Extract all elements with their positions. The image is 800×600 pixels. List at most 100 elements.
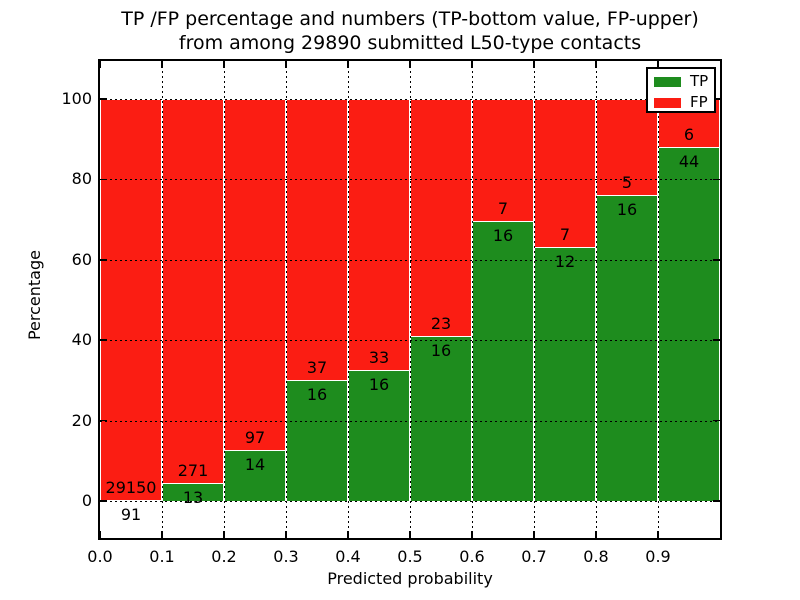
gridline-horizontal [100, 99, 720, 100]
x-tick-label: 0.4 [335, 547, 361, 566]
y-tick-right [713, 178, 720, 181]
x-tick-label: 0.9 [645, 547, 671, 566]
plot-area: 29150 91 271 13 97 14 37 16 33 16 23 16 7 16 7 12 5 16 6 44 [100, 61, 720, 540]
bar-segment-fp [472, 99, 534, 222]
y-tick-label: 80 [71, 169, 92, 189]
y-tick-left [100, 500, 107, 502]
chart-title-line1: TP /FP percentage and numbers (TP-bottom… [121, 8, 699, 30]
bar-count-label-fp: 29150 [105, 477, 157, 497]
gridline-vertical [409, 61, 411, 540]
bar-segment-fp [100, 99, 162, 500]
gridline-vertical [533, 61, 535, 540]
gridline-horizontal [100, 179, 720, 181]
bar-count-label-fp: 6 [683, 125, 695, 145]
bar-segment-fp [224, 99, 286, 451]
y-tick-right [713, 98, 720, 100]
bar-count-label-fp: 37 [306, 357, 328, 377]
x-tick-label: 0.3 [273, 547, 299, 566]
y-tick-label: 60 [71, 249, 92, 269]
bar-count-label-fp: 7 [559, 225, 571, 245]
bar-count-label-tp: 16 [368, 374, 390, 394]
legend-swatch-fp [654, 97, 681, 108]
bar-segment-tp [534, 247, 596, 501]
x-tick-label: 0.5 [397, 547, 423, 566]
x-tick-label: 0.8 [583, 547, 609, 566]
gridline-horizontal [100, 420, 720, 422]
y-tick-left [100, 259, 107, 261]
x-tick-bottom [471, 531, 473, 538]
bar-count-label-fp: 23 [430, 314, 452, 334]
bar-segment-tp [596, 194, 658, 501]
y-tick-left [100, 98, 107, 100]
bar-segment-tp [224, 450, 286, 501]
y-tick-right [713, 339, 720, 341]
y-tick-label: 100 [61, 89, 92, 108]
x-tick-label: 0.2 [211, 547, 237, 566]
bottom-spine [98, 538, 722, 540]
bar-count-label-fp: 5 [621, 172, 633, 192]
y-tick-left [100, 339, 107, 341]
x-tick-label: 0.0 [87, 547, 113, 566]
right-spine [720, 59, 722, 540]
gridline-vertical [347, 61, 349, 540]
y-axis-label: Percentage [25, 250, 44, 341]
gridline-vertical [285, 61, 287, 540]
x-tick-top [657, 61, 659, 68]
bar-count-label-tp: 14 [244, 455, 266, 475]
left-spine [98, 59, 100, 540]
y-tick-label: 0 [81, 491, 92, 510]
bar-count-label-fp: 97 [244, 428, 266, 448]
gridline-horizontal [100, 259, 720, 261]
x-tick-top [223, 61, 225, 68]
x-tick-top [99, 61, 101, 68]
gridline-horizontal [100, 501, 720, 502]
x-tick-bottom [161, 531, 163, 538]
legend-swatch-tp [654, 76, 681, 87]
x-tick-bottom [99, 531, 101, 538]
legend-label-tp: TP [690, 72, 709, 90]
y-tick-right [713, 259, 720, 261]
gridline-horizontal [100, 340, 720, 342]
gridline-vertical [471, 61, 473, 540]
bar-count-label-fp: 33 [368, 347, 390, 367]
bar-count-label-fp: 271 [177, 460, 209, 480]
top-spine [98, 59, 722, 61]
gridline-vertical [223, 61, 225, 540]
bar-count-label-tp: 13 [182, 487, 204, 507]
bar-segment-tp [410, 336, 472, 501]
bar-count-label-tp: 16 [306, 384, 328, 404]
x-tick-top [595, 61, 597, 68]
y-tick-label: 20 [71, 410, 92, 430]
x-tick-top [533, 61, 535, 68]
legend-row-tp: TP [648, 69, 714, 90]
bar-count-label-tp: 12 [554, 252, 576, 272]
bar-segment-fp [286, 99, 348, 380]
bar-count-label-tp: 91 [120, 504, 142, 524]
bar-segment-fp [162, 99, 224, 483]
x-tick-bottom [533, 531, 535, 538]
gridline-vertical [595, 61, 597, 540]
x-tick-bottom [409, 531, 411, 538]
x-tick-bottom [223, 531, 225, 538]
bar-segment-tp [658, 147, 720, 501]
legend-row-fp: FP [648, 90, 714, 111]
chart-title-line2: from among 29890 submitted L50-type cont… [178, 32, 642, 54]
legend: TP FP [646, 67, 716, 113]
bar-segment-tp [472, 221, 534, 501]
y-tick-label: 40 [71, 330, 92, 350]
x-tick-bottom [595, 531, 597, 538]
y-tick-right [713, 500, 720, 502]
bar-count-label-tp: 16 [430, 341, 452, 361]
x-tick-bottom [347, 531, 349, 538]
bar-count-label-tp: 16 [492, 226, 514, 246]
bar-segment-fp [410, 99, 472, 337]
x-tick-top [409, 61, 411, 68]
chart-title: TP /FP percentage and numbers (TP-bottom… [0, 7, 800, 55]
x-tick-top [161, 61, 163, 68]
x-tick-label: 0.7 [521, 547, 547, 566]
y-tick-left [100, 419, 107, 422]
bar-count-label-tp: 44 [678, 152, 700, 172]
x-axis-label: Predicted probability [327, 569, 493, 588]
y-tick-right [713, 419, 720, 422]
bar-segment-tp [286, 379, 348, 501]
